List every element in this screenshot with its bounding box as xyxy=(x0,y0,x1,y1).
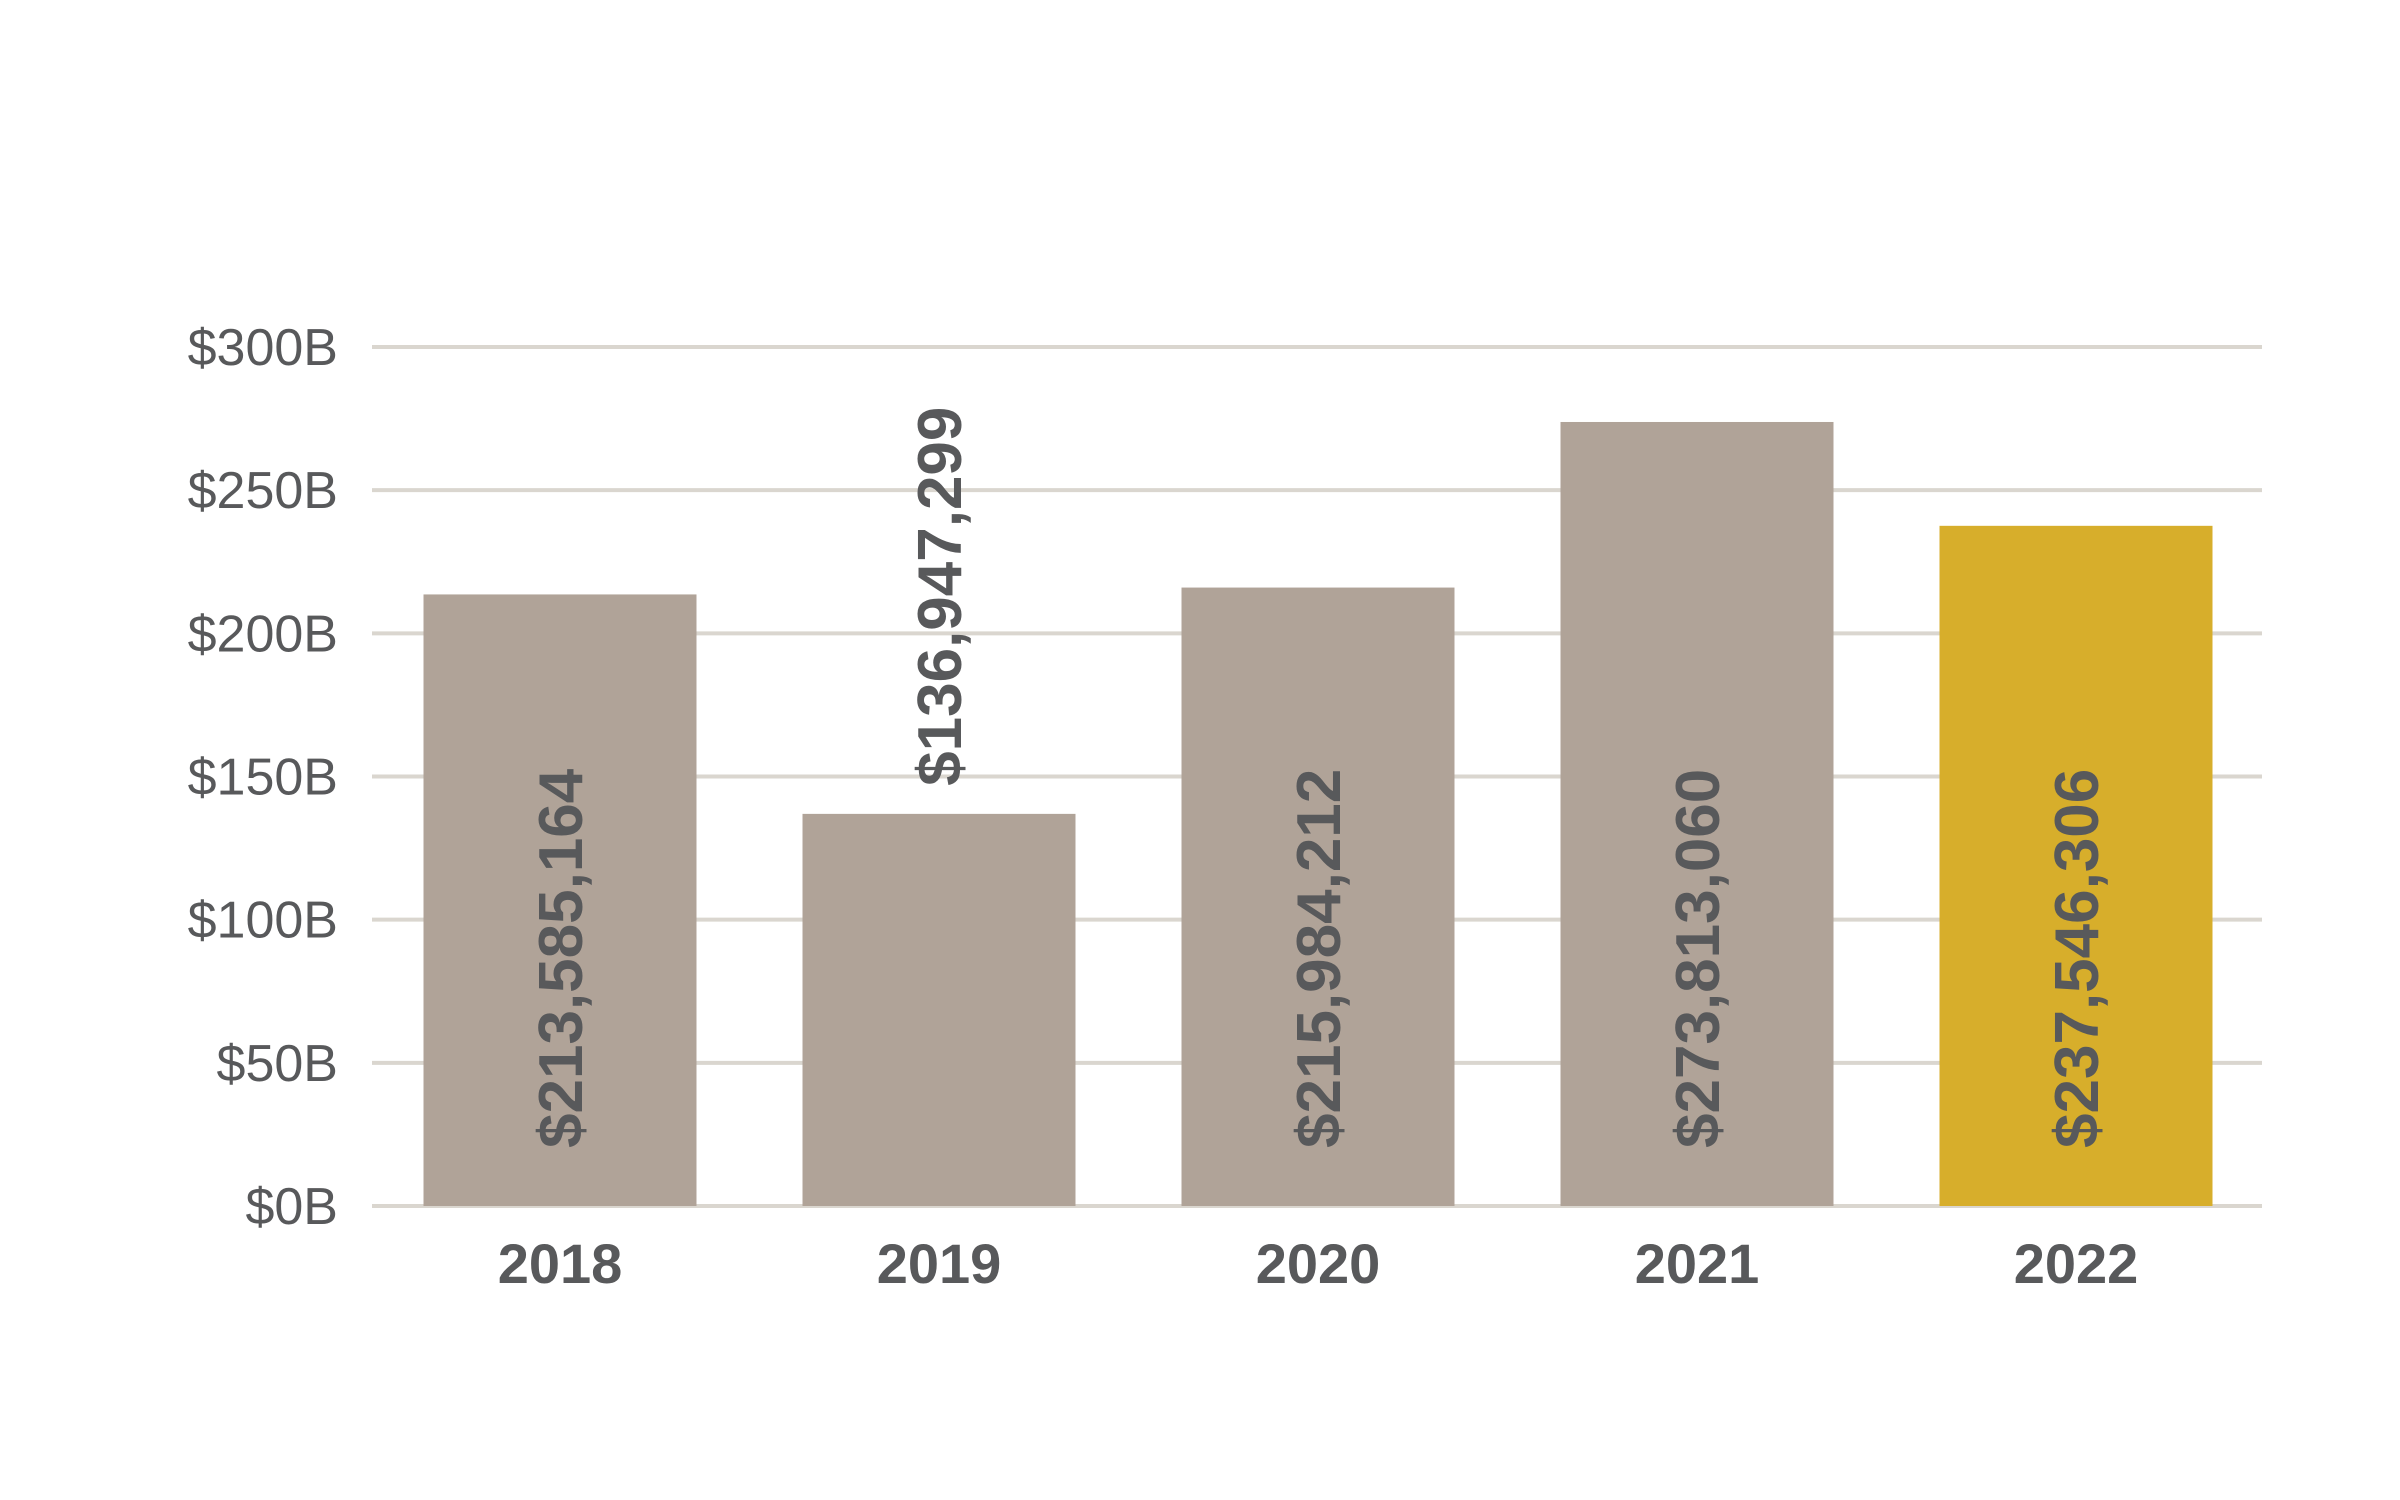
x-tick-label: 2019 xyxy=(877,1232,1002,1295)
bar-value-labels: $213,585,164 $136,947,299 $215,984,212 $273… xyxy=(527,407,2112,1148)
bars xyxy=(423,421,2213,1206)
bar-2021 xyxy=(1560,421,1834,1206)
y-tick-label: $0B xyxy=(245,1178,338,1236)
y-tick-label: $250B xyxy=(188,462,338,520)
y-tick-label: $150B xyxy=(188,749,338,807)
y-axis-tick-labels: $0B $50B $100B $150B $200B $250B $300B xyxy=(188,319,338,1236)
bar-value-label: $136,947,299 xyxy=(906,407,975,786)
x-tick-label: 2021 xyxy=(1635,1232,1760,1295)
x-tick-label: 2018 xyxy=(498,1232,623,1295)
bar-value-label: $237,546,306 xyxy=(2043,769,2112,1148)
bar-2019 xyxy=(802,813,1076,1206)
x-tick-label: 2022 xyxy=(2014,1232,2139,1295)
bar-2020 xyxy=(1181,587,1455,1206)
x-axis-tick-labels: 2018 2019 2020 2021 2022 xyxy=(498,1232,2139,1295)
bar-value-label: $273,813,060 xyxy=(1664,769,1733,1148)
y-tick-label: $100B xyxy=(188,892,338,950)
x-tick-label: 2020 xyxy=(1256,1232,1381,1295)
bar-value-label: $213,585,164 xyxy=(527,768,596,1148)
bar-2022 xyxy=(1939,525,2213,1206)
y-tick-label: $200B xyxy=(188,605,338,663)
bar-2018 xyxy=(423,594,697,1206)
bar-value-label: $215,984,212 xyxy=(1285,769,1354,1148)
y-tick-label: $300B xyxy=(188,319,338,377)
y-tick-label: $50B xyxy=(217,1035,338,1093)
